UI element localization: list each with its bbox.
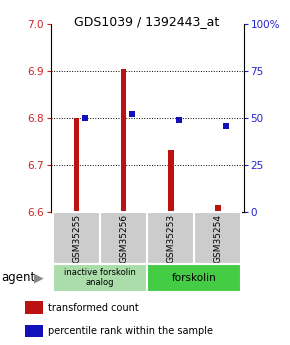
Text: ▶: ▶ [34, 271, 44, 284]
Text: forskolin: forskolin [172, 273, 217, 283]
Text: inactive forskolin
analog: inactive forskolin analog [64, 268, 136, 287]
Bar [215, 205, 221, 212]
Text: GSM35254: GSM35254 [213, 214, 222, 263]
Text: percentile rank within the sample: percentile rank within the sample [48, 326, 213, 336]
Bar [100, 212, 147, 264]
Bar [168, 150, 173, 212]
Bar [121, 69, 126, 212]
Text: GSM35255: GSM35255 [72, 214, 81, 263]
Text: transformed count: transformed count [48, 303, 139, 313]
Bar [25, 325, 43, 337]
Text: GDS1039 / 1392443_at: GDS1039 / 1392443_at [74, 16, 219, 29]
Bar [147, 264, 241, 292]
Bar [25, 302, 43, 314]
Text: GSM35253: GSM35253 [166, 214, 175, 263]
Bar [53, 212, 100, 264]
Text: agent: agent [1, 271, 36, 284]
Text: GSM35256: GSM35256 [119, 214, 128, 263]
Bar [74, 118, 79, 212]
Bar [53, 264, 147, 292]
Bar [194, 212, 241, 264]
Bar [147, 212, 194, 264]
